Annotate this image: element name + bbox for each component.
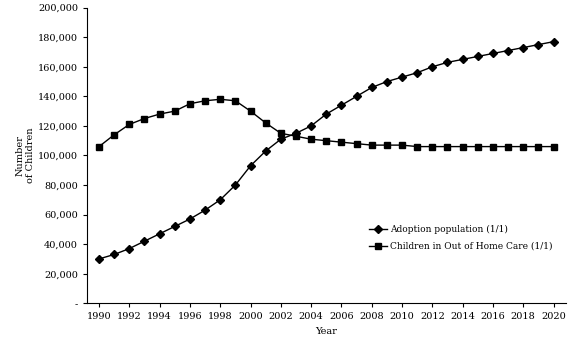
X-axis label: Year: Year bbox=[315, 327, 337, 336]
Line: Children in Out of Home Care (1/1): Children in Out of Home Care (1/1) bbox=[96, 97, 556, 149]
Adoption population (1/1) bbox=[459, 57, 466, 62]
Children in Out of Home Care (1/1) bbox=[338, 140, 345, 144]
Adoption population (1/1) bbox=[429, 65, 436, 69]
Adoption population (1/1) bbox=[444, 60, 451, 64]
Adoption population (1/1) bbox=[308, 124, 315, 128]
Adoption population (1/1) bbox=[414, 71, 421, 75]
Children in Out of Home Care (1/1) bbox=[384, 143, 391, 147]
Adoption population (1/1) bbox=[368, 85, 375, 89]
Line: Adoption population (1/1): Adoption population (1/1) bbox=[96, 39, 556, 262]
Children in Out of Home Care (1/1) bbox=[202, 99, 208, 103]
Adoption population (1/1) bbox=[535, 42, 542, 47]
Children in Out of Home Care (1/1) bbox=[444, 144, 451, 149]
Children in Out of Home Care (1/1) bbox=[505, 144, 512, 149]
Children in Out of Home Care (1/1) bbox=[414, 144, 421, 149]
Children in Out of Home Care (1/1) bbox=[217, 97, 224, 101]
Children in Out of Home Care (1/1) bbox=[368, 143, 375, 147]
Children in Out of Home Care (1/1) bbox=[187, 102, 194, 106]
Children in Out of Home Care (1/1) bbox=[278, 131, 284, 135]
Children in Out of Home Care (1/1) bbox=[429, 144, 436, 149]
Adoption population (1/1) bbox=[292, 131, 299, 135]
Y-axis label: Number
of Children: Number of Children bbox=[15, 128, 35, 183]
Children in Out of Home Care (1/1) bbox=[520, 144, 526, 149]
Adoption population (1/1) bbox=[353, 94, 360, 98]
Children in Out of Home Care (1/1) bbox=[550, 144, 557, 149]
Children in Out of Home Care (1/1) bbox=[323, 139, 329, 143]
Adoption population (1/1) bbox=[338, 103, 345, 107]
Children in Out of Home Care (1/1) bbox=[535, 144, 542, 149]
Adoption population (1/1) bbox=[141, 239, 148, 243]
Children in Out of Home Care (1/1) bbox=[353, 141, 360, 146]
Adoption population (1/1) bbox=[232, 183, 239, 187]
Children in Out of Home Care (1/1) bbox=[126, 122, 133, 126]
Adoption population (1/1) bbox=[156, 232, 163, 236]
Adoption population (1/1) bbox=[95, 257, 102, 261]
Children in Out of Home Care (1/1) bbox=[292, 134, 299, 138]
Adoption population (1/1) bbox=[489, 51, 496, 55]
Adoption population (1/1) bbox=[384, 80, 391, 84]
Adoption population (1/1) bbox=[171, 224, 178, 228]
Adoption population (1/1) bbox=[278, 137, 284, 141]
Adoption population (1/1) bbox=[217, 198, 224, 202]
Children in Out of Home Care (1/1) bbox=[308, 137, 315, 141]
Adoption population (1/1) bbox=[520, 46, 526, 50]
Adoption population (1/1) bbox=[262, 149, 269, 153]
Children in Out of Home Care (1/1) bbox=[459, 144, 466, 149]
Adoption population (1/1) bbox=[111, 252, 118, 256]
Children in Out of Home Care (1/1) bbox=[232, 99, 239, 103]
Children in Out of Home Care (1/1) bbox=[247, 109, 254, 113]
Adoption population (1/1) bbox=[187, 217, 194, 221]
Children in Out of Home Care (1/1) bbox=[141, 117, 148, 121]
Adoption population (1/1) bbox=[399, 75, 405, 79]
Children in Out of Home Care (1/1) bbox=[475, 144, 481, 149]
Legend: Adoption population (1/1), Children in Out of Home Care (1/1): Adoption population (1/1), Children in O… bbox=[365, 221, 556, 254]
Children in Out of Home Care (1/1) bbox=[111, 133, 118, 137]
Children in Out of Home Care (1/1) bbox=[489, 144, 496, 149]
Children in Out of Home Care (1/1) bbox=[399, 143, 405, 147]
Children in Out of Home Care (1/1) bbox=[262, 121, 269, 125]
Adoption population (1/1) bbox=[202, 208, 208, 212]
Children in Out of Home Care (1/1) bbox=[95, 144, 102, 149]
Adoption population (1/1) bbox=[550, 40, 557, 44]
Adoption population (1/1) bbox=[475, 54, 481, 58]
Adoption population (1/1) bbox=[126, 246, 133, 251]
Children in Out of Home Care (1/1) bbox=[156, 112, 163, 116]
Adoption population (1/1) bbox=[505, 49, 512, 53]
Adoption population (1/1) bbox=[247, 164, 254, 168]
Adoption population (1/1) bbox=[323, 112, 329, 116]
Children in Out of Home Care (1/1) bbox=[171, 109, 178, 113]
